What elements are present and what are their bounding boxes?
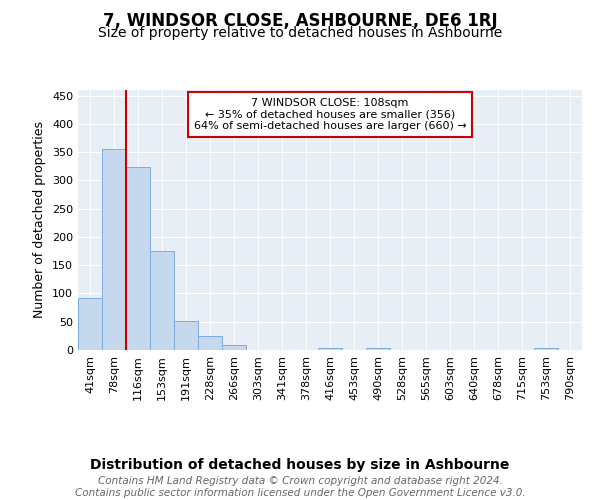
Bar [198, 336, 222, 350]
Bar [150, 251, 174, 350]
Bar [174, 320, 198, 350]
Y-axis label: Number of detached properties: Number of detached properties [34, 122, 46, 318]
Bar [222, 346, 246, 350]
Text: Distribution of detached houses by size in Ashbourne: Distribution of detached houses by size … [91, 458, 509, 471]
Bar [318, 348, 342, 350]
Bar [126, 168, 150, 350]
Text: Size of property relative to detached houses in Ashbourne: Size of property relative to detached ho… [98, 26, 502, 40]
Text: 7, WINDSOR CLOSE, ASHBOURNE, DE6 1RJ: 7, WINDSOR CLOSE, ASHBOURNE, DE6 1RJ [103, 12, 497, 30]
Text: 7 WINDSOR CLOSE: 108sqm
← 35% of detached houses are smaller (356)
64% of semi-d: 7 WINDSOR CLOSE: 108sqm ← 35% of detache… [194, 98, 466, 131]
Text: Contains HM Land Registry data © Crown copyright and database right 2024.
Contai: Contains HM Land Registry data © Crown c… [74, 476, 526, 498]
Bar [534, 348, 558, 350]
Bar [102, 150, 126, 350]
Bar [366, 348, 390, 350]
Bar [78, 298, 102, 350]
